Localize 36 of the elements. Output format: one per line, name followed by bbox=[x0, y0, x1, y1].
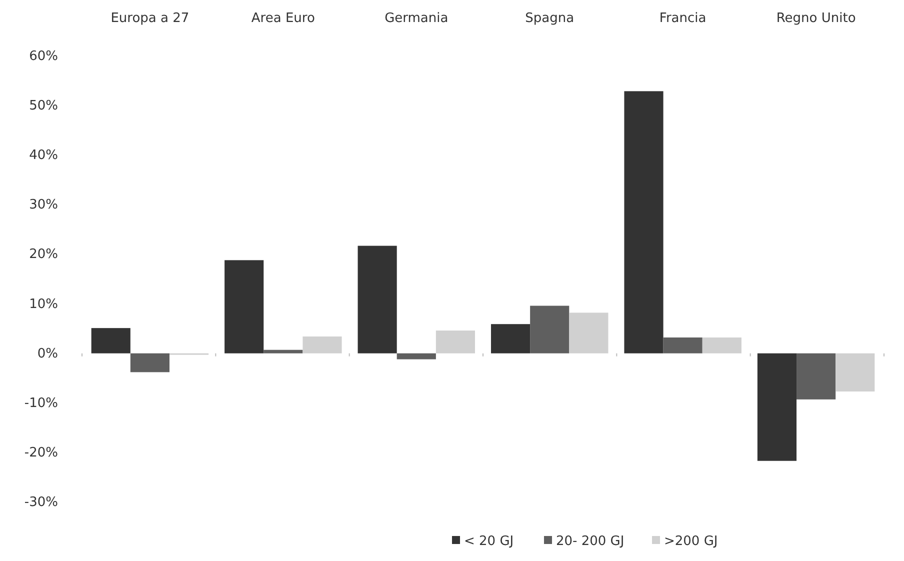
x-tick-label: Germania bbox=[384, 11, 448, 26]
y-tick-label: -20% bbox=[24, 445, 58, 460]
x-tick-label: Spagna bbox=[525, 11, 574, 26]
bar bbox=[358, 246, 397, 354]
bar bbox=[130, 353, 170, 372]
y-tick-label: 0% bbox=[37, 346, 58, 362]
y-tick-label: 30% bbox=[29, 198, 58, 213]
legend-label: 20- 200 GJ bbox=[556, 534, 624, 549]
y-tick-label: 40% bbox=[29, 148, 58, 164]
bar bbox=[663, 337, 702, 354]
bar bbox=[490, 324, 530, 354]
bar bbox=[624, 91, 664, 354]
y-tick-label: -10% bbox=[24, 396, 58, 411]
x-tick-label: Area Euro bbox=[251, 11, 315, 26]
bar bbox=[436, 330, 476, 354]
bar bbox=[796, 353, 836, 400]
y-tick-label: 20% bbox=[29, 247, 58, 262]
y-tick-label: 60% bbox=[29, 49, 58, 64]
bar bbox=[264, 350, 303, 354]
bar bbox=[302, 336, 342, 354]
bar bbox=[396, 353, 436, 360]
legend-label: >200 GJ bbox=[664, 534, 718, 549]
y-tick-label: 10% bbox=[29, 296, 58, 312]
y-tick-label: 50% bbox=[29, 98, 58, 114]
bar bbox=[569, 312, 608, 354]
bar bbox=[702, 337, 742, 354]
y-tick-label: -30% bbox=[24, 495, 58, 510]
x-tick-label: Francia bbox=[659, 11, 706, 26]
bar bbox=[530, 306, 570, 354]
bar bbox=[91, 328, 130, 354]
bar bbox=[757, 353, 797, 461]
legend-label: < 20 GJ bbox=[464, 534, 514, 549]
x-tick-label: Regno Unito bbox=[776, 11, 856, 26]
bar bbox=[224, 260, 264, 354]
bar bbox=[836, 353, 875, 392]
x-tick-label: Europa a 27 bbox=[110, 11, 190, 26]
